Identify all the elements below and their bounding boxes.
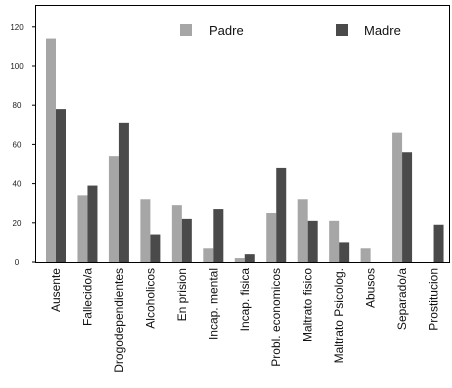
x-category-label: Drogodependientes (112, 268, 126, 373)
bar-padre (77, 195, 88, 262)
bar-madre (402, 152, 413, 262)
x-category-label: Probl. economicos (269, 268, 283, 367)
y-tick-label: 100 (10, 62, 24, 71)
bar-madre (307, 220, 318, 262)
x-axis-labels: Ausente Fallecido/a Drogodependientes Alcoh… (49, 268, 441, 373)
x-category-label: Maltrato Psicolog. (332, 268, 346, 363)
bar-padre (171, 205, 182, 262)
bar-padre (392, 132, 403, 262)
x-category-label: Abusos (364, 268, 378, 308)
bar-madre (118, 122, 129, 262)
x-category-label: En prision (175, 268, 189, 321)
bar-padre (266, 213, 277, 262)
bars (46, 38, 444, 263)
x-category-label: Incap. mental (206, 268, 220, 340)
x-category-label: Separado/a (395, 268, 409, 330)
bar-madre (181, 218, 192, 262)
y-tick-label: 80 (13, 101, 22, 110)
bar-padre (108, 156, 119, 262)
y-tick-label: 40 (13, 180, 22, 189)
y-tick-label: 60 (13, 140, 22, 149)
bar-padre (234, 258, 245, 262)
legend-swatch-padre (180, 24, 192, 36)
legend-label-padre: Padre (209, 23, 244, 38)
y-tick-label: 120 (10, 23, 24, 32)
x-category-label: Ausente (49, 268, 63, 312)
bar-padre (203, 248, 214, 262)
legend-swatch-madre (336, 24, 348, 36)
bar-padre (297, 199, 308, 262)
bar-padre (329, 220, 340, 262)
x-category-label: Prostitucion (427, 268, 441, 331)
y-axis: 0 20 40 60 80 100 120 (10, 23, 36, 267)
y-tick-label: 0 (15, 258, 20, 267)
bar-padre (46, 38, 56, 263)
bar-madre (276, 167, 287, 262)
legend: Padre Madre (180, 23, 401, 38)
legend-label-madre: Madre (364, 23, 401, 38)
bar-padre (140, 199, 151, 262)
y-tick-label: 20 (13, 219, 22, 228)
x-category-label: Fallecido/a (80, 268, 94, 326)
x-category-label: Alcoholicos (143, 268, 157, 329)
x-category-label: Incap. fisica (238, 268, 252, 332)
plot-frame (35, 5, 450, 263)
bar-madre (339, 242, 350, 262)
x-category-label: Maltrato fisico (301, 268, 315, 342)
bar-madre (56, 109, 66, 263)
bar-madre (244, 254, 255, 262)
bar-madre (213, 209, 224, 262)
bar-madre (433, 224, 444, 262)
bar-padre (360, 248, 371, 262)
bar-madre (87, 185, 98, 262)
bar-madre (150, 234, 161, 262)
